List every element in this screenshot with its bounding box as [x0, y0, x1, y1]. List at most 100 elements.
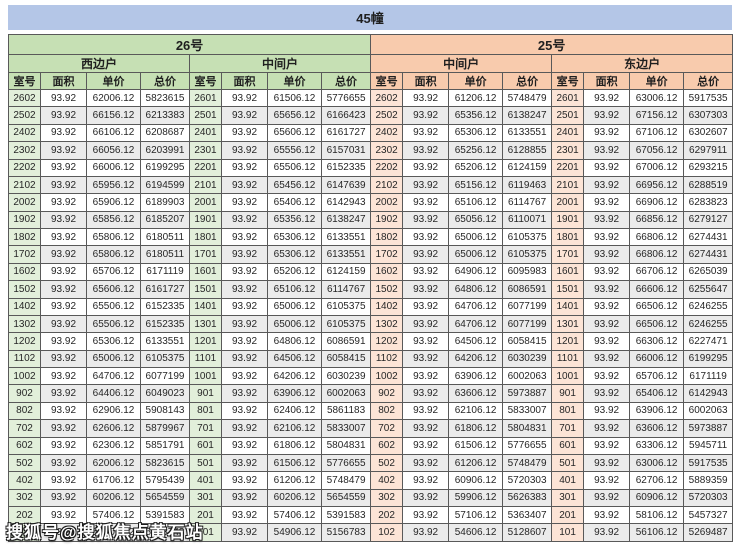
total-cell: 6077199 [502, 297, 553, 316]
total-cell: 5269487 [683, 523, 734, 542]
area-cell: 93.92 [221, 245, 268, 264]
area-cell: 93.92 [40, 123, 87, 143]
total-cell: 6194599 [140, 175, 190, 195]
price-cell: 66056.12 [86, 141, 141, 160]
room-cell: 702 [8, 419, 41, 438]
total-cell: 5776655 [502, 436, 553, 455]
room-cell: 402 [8, 471, 41, 490]
total-cell: 6077199 [140, 366, 190, 386]
area-cell: 93.92 [402, 488, 450, 508]
price-cell: 61706.12 [86, 471, 141, 490]
room-cell: 2002 [8, 193, 41, 212]
room-cell: 2201 [551, 158, 585, 177]
total-cell: 5945711 [683, 436, 734, 455]
total-cell: 6138247 [320, 210, 372, 230]
area-cell: 93.92 [221, 384, 268, 403]
price-cell: 65206.12 [267, 262, 322, 282]
room-cell: 1101 [189, 349, 222, 369]
area-cell: 93.92 [221, 471, 268, 490]
area-cell: 93.92 [40, 471, 87, 490]
area-cell: 93.92 [40, 88, 87, 108]
room-cell: 2302 [370, 141, 404, 160]
room-cell: 2201 [189, 158, 222, 177]
room-cell: 2202 [370, 158, 404, 177]
price-cell: 64706.12 [448, 297, 504, 316]
price-cell: 63006.12 [629, 88, 685, 108]
total-cell: 5889359 [683, 471, 734, 490]
area-cell: 93.92 [40, 436, 87, 455]
area-cell: 93.92 [40, 193, 87, 212]
room-cell: 2501 [189, 106, 222, 125]
area-cell: 93.92 [583, 193, 631, 212]
area-cell: 93.92 [40, 175, 87, 195]
table-row: 1902 93.92 65856.12 6185207 1901 93.92 65356.1… [8, 210, 734, 230]
area-cell: 93.92 [40, 419, 87, 438]
room-cell: 2102 [370, 175, 404, 195]
total-cell: 6105375 [502, 245, 553, 264]
unit-header-east: 东边户 [551, 54, 734, 73]
room-cell: 2401 [551, 123, 585, 143]
price-cell: 61206.12 [448, 88, 504, 108]
area-cell: 93.92 [402, 227, 450, 247]
room-cell: 201 [551, 505, 585, 525]
area-cell: 93.92 [221, 106, 268, 125]
room-cell: 2001 [189, 193, 222, 212]
price-cell: 65556.12 [267, 141, 322, 160]
area-cell: 93.92 [583, 419, 631, 438]
room-cell: 2301 [189, 141, 222, 160]
total-cell: 5748479 [502, 88, 553, 108]
price-cell: 65006.12 [267, 297, 322, 316]
price-cell: 66506.12 [629, 314, 685, 334]
price-cell: 54606.12 [448, 523, 504, 542]
price-cell: 66806.12 [629, 245, 685, 264]
total-cell: 6199295 [683, 349, 734, 369]
area-cell: 93.92 [221, 193, 268, 212]
total-cell: 6171119 [683, 366, 734, 386]
price-cell: 61506.12 [267, 453, 322, 473]
area-cell: 93.92 [583, 488, 631, 508]
room-cell: 501 [189, 453, 222, 473]
area-cell: 93.92 [583, 262, 631, 282]
column-header-row: 室号 面积 单价 总价 室号 面积 单价 总价 室号 面积 单价 总价 室号 面… [8, 72, 734, 90]
room-cell: 601 [189, 436, 222, 455]
total-cell: 5917535 [683, 453, 734, 473]
price-cell: 65406.12 [267, 193, 322, 212]
area-cell: 93.92 [583, 505, 631, 525]
price-cell: 60206.12 [86, 488, 141, 508]
price-cell: 58106.12 [629, 505, 685, 525]
unit-header-row: 西边户 中间户 中间户 东边户 [8, 54, 734, 73]
total-cell: 5917535 [683, 88, 734, 108]
area-cell: 93.92 [402, 175, 450, 195]
column-header-room: 室号 [189, 72, 222, 90]
price-cell: 63906.12 [267, 384, 322, 403]
area-cell: 93.92 [583, 401, 631, 421]
area-cell: 93.92 [583, 106, 631, 125]
area-cell: 93.92 [583, 471, 631, 490]
area-cell: 93.92 [40, 227, 87, 247]
room-cell: 2501 [551, 106, 585, 125]
room-cell: 101 [551, 523, 585, 542]
table-row: 402 93.92 61706.12 5795439 401 93.92 61206.12 5… [8, 471, 734, 490]
total-cell: 6110071 [502, 210, 553, 230]
total-cell: 6002063 [502, 366, 553, 386]
price-cell: 62106.12 [267, 419, 322, 438]
total-cell: 5720303 [683, 488, 734, 508]
price-cell: 62406.12 [267, 401, 322, 421]
total-cell: 6274431 [683, 227, 734, 247]
table-row: 2002 93.92 65906.12 6189903 2001 93.92 65406.1… [8, 193, 734, 212]
room-cell: 901 [551, 384, 585, 403]
total-cell: 5879967 [140, 419, 190, 438]
area-cell: 93.92 [40, 245, 87, 264]
area-cell: 93.92 [583, 245, 631, 264]
room-cell: 1602 [8, 262, 41, 282]
room-cell: 1202 [8, 332, 41, 351]
area-cell: 93.92 [583, 280, 631, 299]
area-cell: 93.92 [221, 262, 268, 282]
total-cell: 6114767 [502, 193, 553, 212]
total-cell: 6288519 [683, 175, 734, 195]
area-cell: 93.92 [40, 384, 87, 403]
room-cell: 1401 [551, 297, 585, 316]
total-cell: 6142943 [683, 384, 734, 403]
price-cell: 67006.12 [629, 158, 685, 177]
room-cell: 1801 [551, 227, 585, 247]
